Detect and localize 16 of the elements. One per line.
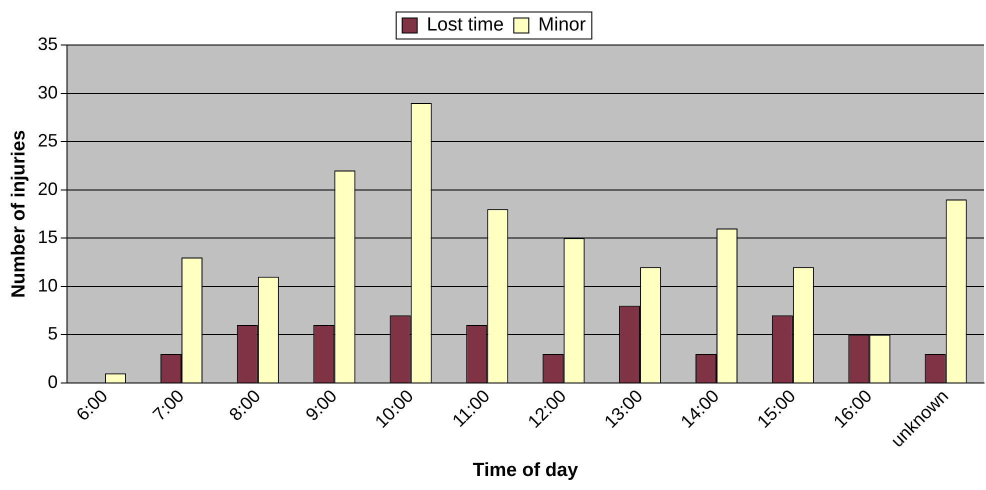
y-axis-title: Number of injuries [8, 130, 30, 298]
y-tick-label: 5 [48, 324, 58, 344]
x-tick-label: 7:00 [148, 386, 188, 425]
legend-label: Lost time [426, 14, 504, 36]
x-axis-title: Time of day [472, 460, 578, 481]
y-tick-label: 35 [38, 34, 58, 54]
x-tick-label: 9:00 [302, 386, 341, 425]
y-tick-label: 15 [38, 227, 58, 248]
y-tick-label: 20 [38, 178, 58, 199]
legend-label: Minor [538, 14, 586, 36]
y-tick-label: 10 [38, 275, 58, 296]
x-tick-label: 6:00 [72, 386, 112, 425]
x-tick-label: 8:00 [225, 386, 264, 425]
y-tick-label: 30 [38, 82, 58, 102]
y-tick-label: 0 [48, 372, 58, 392]
y-tick-label: 25 [38, 130, 58, 151]
